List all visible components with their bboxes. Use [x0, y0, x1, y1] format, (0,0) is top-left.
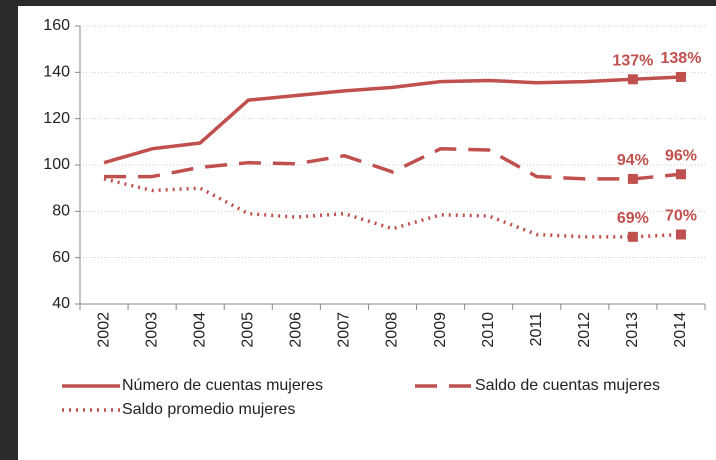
- point-marker: [627, 173, 638, 184]
- y-tick-label: 120: [43, 110, 70, 127]
- point-marker: [675, 71, 686, 82]
- x-tick-label: 2005: [239, 312, 256, 348]
- x-tick-label: 2011: [528, 312, 545, 347]
- series-line: [104, 147, 682, 181]
- x-tick-label: 2009: [432, 312, 449, 348]
- value-label: 94%: [617, 152, 649, 169]
- x-tick-label: 2007: [336, 312, 353, 348]
- x-tick-label: 2013: [624, 312, 641, 348]
- value-label: 96%: [665, 147, 697, 164]
- x-tick-label: 2003: [143, 312, 160, 348]
- series-line: [103, 75, 682, 165]
- x-tick-label: 2002: [95, 312, 112, 348]
- x-tick-label: 2004: [191, 312, 208, 348]
- y-tick-label: 140: [43, 64, 70, 81]
- x-tick-label: 2012: [576, 312, 593, 348]
- legend-label: Saldo promedio mujeres: [122, 401, 295, 418]
- value-label: 137%: [612, 53, 653, 70]
- x-tick-label: 2006: [288, 312, 305, 348]
- point-marker: [627, 74, 638, 85]
- value-label: 70%: [665, 208, 697, 225]
- y-tick-label: 100: [43, 156, 70, 173]
- x-tick-label: 2014: [672, 312, 689, 348]
- point-marker: [675, 229, 686, 240]
- y-tick-label: 40: [52, 295, 70, 312]
- point-marker: [675, 169, 686, 180]
- legend-label: Número de cuentas mujeres: [122, 377, 323, 394]
- value-label: 138%: [661, 50, 702, 67]
- y-tick-label: 80: [52, 203, 70, 220]
- y-tick-label: 60: [52, 249, 70, 266]
- x-tick-label: 2010: [480, 312, 497, 348]
- point-marker: [627, 231, 638, 242]
- y-tick-label: 160: [43, 17, 70, 34]
- value-label: 69%: [617, 210, 649, 227]
- legend-label: Saldo de cuentas mujeres: [475, 377, 660, 394]
- x-tick-label: 2008: [384, 312, 401, 348]
